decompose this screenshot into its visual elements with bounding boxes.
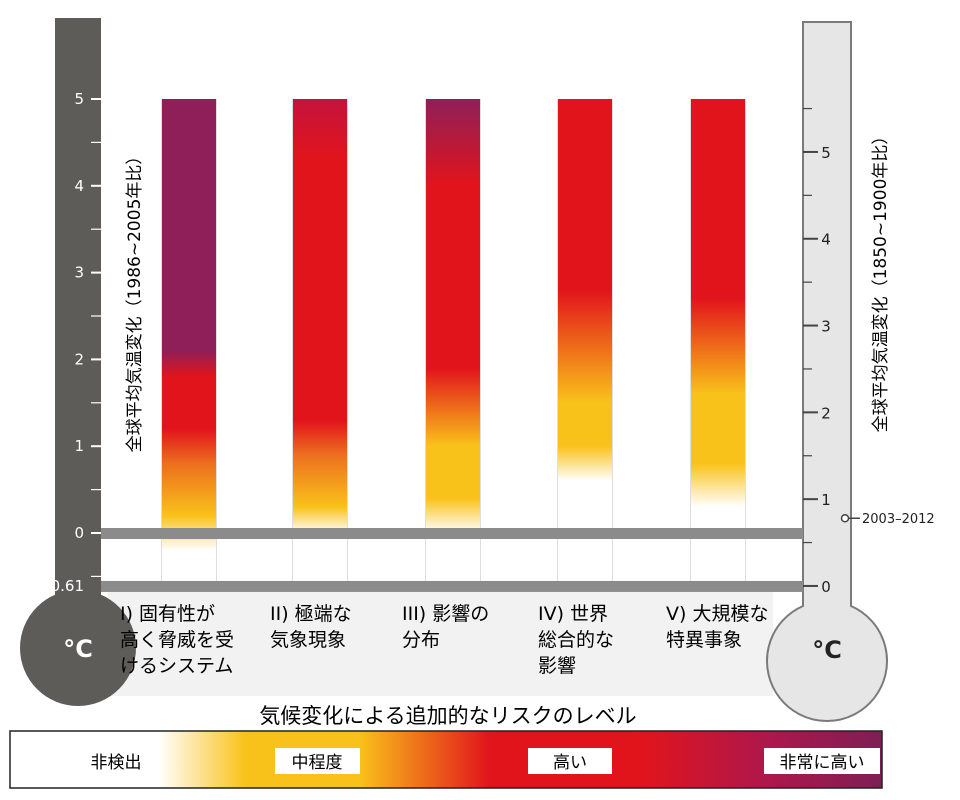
right-tick-label: 1 [821,491,831,509]
bars [162,99,745,586]
left-thermometer-bulb [20,590,136,706]
legend-box-moderate [275,748,360,774]
left-thermometer-unit: °C [63,635,93,663]
category-label: 分布 [402,629,440,651]
legend: 非検出 中程度 高い 非常に高い [9,730,883,789]
legend-box-very-high [764,748,880,774]
right-thermometer: °C [766,21,888,722]
right-axis-title: 全球平均気温変化（1850~1900年比） [871,128,891,433]
right-tick-label: 0 [821,578,831,596]
bar-5 [691,99,745,586]
legend-label-very-high: 非常に高い [780,753,865,773]
right-thermometer-unit: °C [812,636,842,664]
right-tick-label: 3 [821,318,831,336]
band-baseline [101,580,803,592]
left-tick-label: 3 [74,264,84,282]
category-label: 影響 [538,655,576,677]
left-tick-label: 1 [74,437,84,455]
left-thermometer: °C [20,18,136,706]
right-thermometer-stem [766,21,888,722]
category-label: V) 大規模な [666,603,768,625]
category-label: 特異事象 [666,629,742,651]
right-tick-label: 5 [821,144,831,162]
left-tick-label: -0.61 [45,577,84,595]
category-label: III) 影響の [402,603,489,625]
left-tick-label: 4 [74,177,84,195]
period-marker-label: 2003–2012 [862,512,935,527]
left-tick-label: 0 [74,524,84,542]
legend-label-moderate: 中程度 [292,753,343,773]
category-label: けるシステム [120,655,233,677]
category-label: 気象現象 [270,629,346,651]
category-panel [108,588,773,696]
left-axis-title: 全球平均気温変化（1986~2005年比） [125,148,145,453]
left-tick-label: 5 [74,90,84,108]
right-tick-label: 2 [821,404,831,422]
left-axis: 5 4 3 2 1 0 -0.61 [45,90,101,595]
legend-label-not-detected: 非検出 [91,753,142,773]
legend-label-high: 高い [553,753,587,773]
category-label: 高く脅威を受 [120,629,234,651]
period-marker-dot [840,513,850,523]
category-label: IV) 世界 [538,603,608,625]
legend-gradient-bar [9,730,883,789]
bar-3 [426,99,480,586]
left-thermometer-stem [55,18,101,638]
category-label: II) 極端な [270,603,352,625]
bar-4 [558,99,612,586]
legend-title: 気候変化による追加的なリスクのレベル [259,704,636,728]
bar-1 [162,99,216,586]
legend-box-high [528,748,612,774]
category-label: 総合的な [538,629,614,651]
right-axis: 5 4 3 2 1 0 2003–2012 [803,107,935,596]
bar-2 [293,99,347,586]
category-label: I) 固有性が [120,603,215,625]
right-tick-label: 4 [821,231,831,249]
band-zero [101,528,803,539]
baseline-bands [101,528,803,592]
left-tick-label: 2 [74,350,84,368]
